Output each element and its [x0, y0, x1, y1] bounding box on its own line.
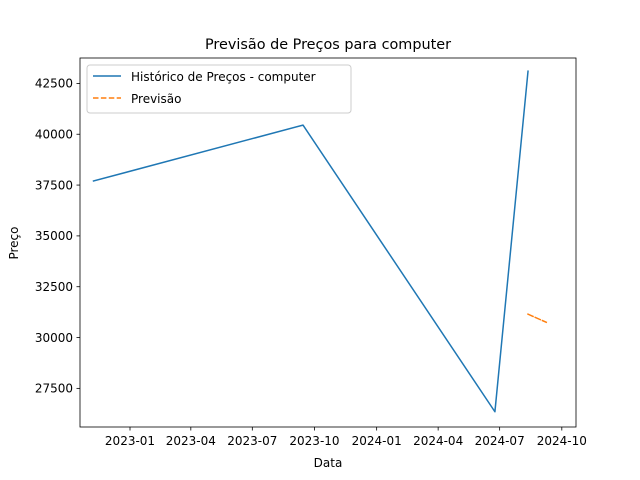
y-axis-ticks: 27500 30000 32500 35000 37500 40000 42500 — [35, 77, 80, 396]
legend-label-historico: Histórico de Preços - computer — [131, 70, 316, 84]
chart-title: Previsão de Preços para computer — [205, 37, 451, 53]
y-tick-label: 35000 — [35, 229, 73, 243]
x-tick-label: 2023-01 — [105, 434, 155, 448]
y-tick-label: 27500 — [35, 382, 73, 396]
y-tick-label: 32500 — [35, 280, 73, 294]
y-tick-label: 42500 — [35, 77, 73, 91]
x-axis-label: Data — [314, 456, 343, 470]
y-tick-label: 37500 — [35, 178, 73, 192]
series-layer — [92, 70, 548, 413]
legend: Histórico de Preços - computer Previsão — [86, 64, 352, 114]
x-tick-label: 2023-10 — [289, 434, 339, 448]
x-axis-ticks: 2023-01 2023-04 2023-07 2023-10 2024-01 2024-… — [105, 427, 587, 448]
y-tick-label: 40000 — [35, 128, 73, 142]
series-line-1 — [527, 313, 548, 324]
x-tick-label: 2023-04 — [166, 434, 216, 448]
legend-label-previsao: Previsão — [131, 92, 181, 106]
y-tick-label: 30000 — [35, 331, 73, 345]
plot-frame — [79, 57, 577, 428]
plot-area — [80, 58, 576, 427]
series-line-0 — [92, 70, 529, 413]
legend-box — [86, 64, 352, 114]
x-tick-label: 2024-04 — [413, 434, 463, 448]
x-tick-label: 2024-07 — [475, 434, 525, 448]
x-tick-label: 2023-07 — [227, 434, 277, 448]
x-tick-label: 2024-10 — [537, 434, 587, 448]
x-tick-label: 2024-01 — [352, 434, 402, 448]
y-axis-label: Preço — [7, 226, 21, 259]
